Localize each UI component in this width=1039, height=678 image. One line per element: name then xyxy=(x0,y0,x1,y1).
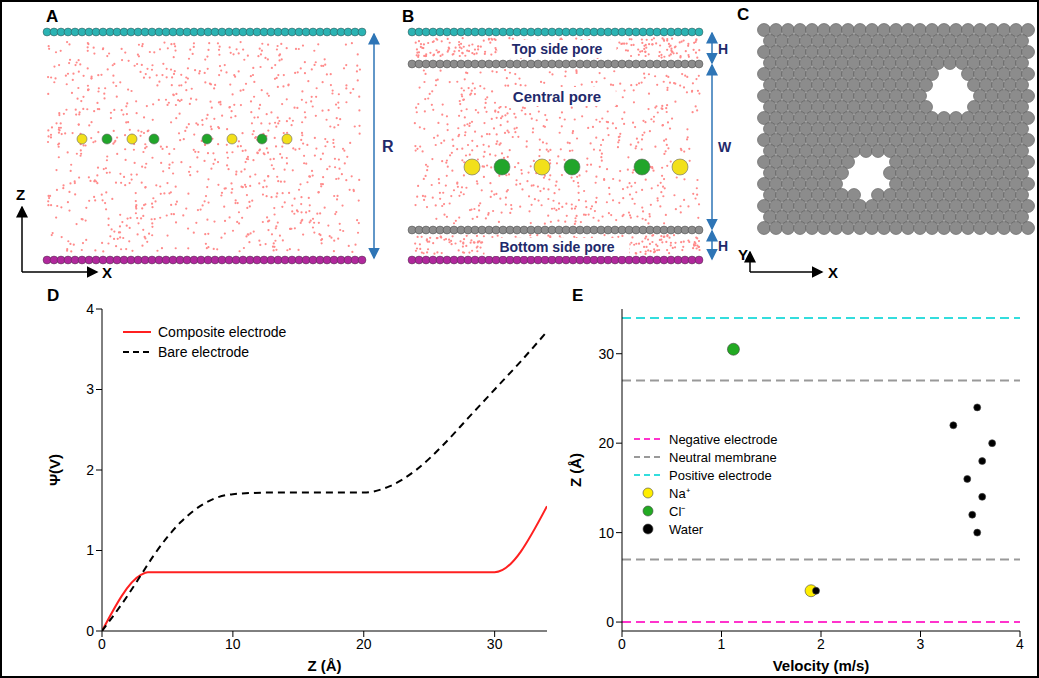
svg-text:Z: Z xyxy=(16,186,25,203)
svg-text:20: 20 xyxy=(598,435,614,451)
svg-text:Top side pore: Top side pore xyxy=(512,41,603,57)
svg-text:X: X xyxy=(828,264,838,281)
svg-text:2: 2 xyxy=(86,462,94,478)
html-text:Composite electrode: Composite electrode xyxy=(158,324,287,340)
svg-text:Bottom side pore: Bottom side pore xyxy=(499,239,614,255)
svg-text:Ψ(V): Ψ(V) xyxy=(46,454,63,486)
svg-text:R: R xyxy=(382,138,394,155)
svg-text:0: 0 xyxy=(98,636,106,652)
svg-text:10: 10 xyxy=(225,636,241,652)
html-text:D: D xyxy=(47,286,60,305)
svg-text:1: 1 xyxy=(86,542,94,558)
svg-text:Velocity (m/s): Velocity (m/s) xyxy=(773,657,870,674)
html-text:Neutral membrane: Neutral membrane xyxy=(669,449,777,465)
svg-text:4: 4 xyxy=(1016,636,1024,652)
svg-text:H: H xyxy=(718,238,728,254)
svg-text:W: W xyxy=(718,139,732,155)
svg-text:0: 0 xyxy=(606,614,614,630)
svg-text:C: C xyxy=(737,5,749,24)
svg-text:X: X xyxy=(102,264,112,281)
svg-text:3: 3 xyxy=(917,636,925,652)
html-text:E: E xyxy=(572,286,584,305)
svg-text:30: 30 xyxy=(598,346,614,362)
html-text:Bare electrode: Bare electrode xyxy=(158,344,250,360)
html-text:Na⁺: Na⁺ xyxy=(669,486,690,501)
svg-text:1: 1 xyxy=(718,636,726,652)
svg-text:Central pore: Central pore xyxy=(513,88,601,105)
svg-text:B: B xyxy=(402,7,414,26)
svg-text:30: 30 xyxy=(487,636,503,652)
svg-text:4: 4 xyxy=(86,301,94,317)
svg-text:0: 0 xyxy=(618,636,626,652)
html-text:Cl⁻: Cl⁻ xyxy=(669,504,686,519)
svg-text:Z (Å): Z (Å) xyxy=(307,657,341,674)
svg-text:Y: Y xyxy=(738,246,748,263)
html-text:Positive electrode: Positive electrode xyxy=(669,467,772,483)
svg-text:3: 3 xyxy=(86,381,94,397)
html-text:Negative electrode: Negative electrode xyxy=(669,431,778,447)
svg-text:0: 0 xyxy=(86,623,94,639)
svg-text:A: A xyxy=(46,7,58,26)
svg-text:20: 20 xyxy=(356,636,372,652)
svg-text:2: 2 xyxy=(817,636,825,652)
svg-text:10: 10 xyxy=(598,525,614,541)
svg-text:Z (Å): Z (Å) xyxy=(567,453,584,487)
html-text:Water: Water xyxy=(669,521,704,537)
svg-text:H: H xyxy=(718,41,728,57)
